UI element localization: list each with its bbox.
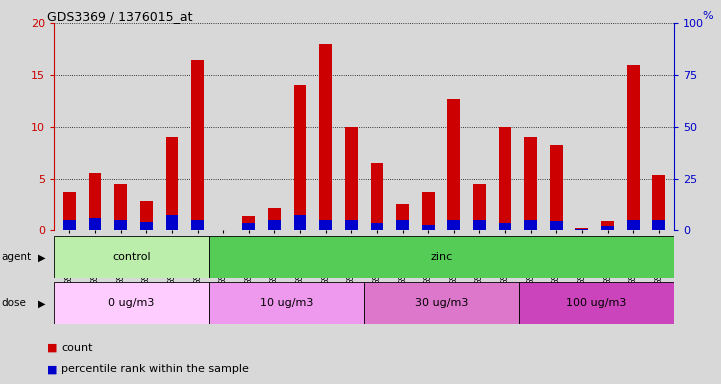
Text: 0 ug/m3: 0 ug/m3 (108, 298, 155, 308)
Text: ■: ■ (47, 343, 58, 353)
Bar (396, 220, 409, 230)
Bar (293, 215, 306, 230)
Bar (115, 184, 127, 230)
Bar (140, 222, 153, 230)
Bar (627, 220, 640, 230)
Bar (519, 282, 674, 324)
Text: 10 ug/m3: 10 ug/m3 (260, 298, 314, 308)
Bar (550, 146, 562, 230)
Text: %: % (702, 11, 712, 21)
Bar (524, 220, 537, 230)
Bar (601, 226, 614, 230)
Bar (447, 99, 460, 230)
Bar (63, 220, 76, 230)
Text: ■: ■ (47, 364, 58, 374)
Bar (601, 221, 614, 230)
Bar (268, 220, 281, 230)
Bar (396, 204, 409, 230)
Bar (115, 220, 127, 230)
Bar (499, 127, 511, 230)
Bar (422, 225, 435, 230)
Bar (575, 229, 588, 230)
Bar (140, 201, 153, 230)
Text: agent: agent (1, 252, 32, 262)
Text: ▶: ▶ (37, 252, 45, 262)
Bar (422, 192, 435, 230)
Bar (166, 215, 178, 230)
Bar (524, 137, 537, 230)
Bar (371, 163, 384, 230)
Bar (242, 223, 255, 230)
Bar (89, 174, 102, 230)
Bar (268, 208, 281, 230)
Text: dose: dose (1, 298, 27, 308)
Bar (209, 282, 364, 324)
Bar (550, 221, 562, 230)
Bar (293, 85, 306, 230)
Bar (166, 137, 178, 230)
Bar (447, 220, 460, 230)
Bar (191, 220, 204, 230)
Text: GDS3369 / 1376015_at: GDS3369 / 1376015_at (47, 10, 193, 23)
Bar (371, 223, 384, 230)
Bar (473, 220, 486, 230)
Bar (473, 184, 486, 230)
Bar (191, 60, 204, 230)
Text: percentile rank within the sample: percentile rank within the sample (61, 364, 249, 374)
Bar (345, 127, 358, 230)
Bar (54, 236, 209, 278)
Bar (627, 65, 640, 230)
Bar (653, 220, 665, 230)
Text: ▶: ▶ (37, 298, 45, 308)
Bar (89, 218, 102, 230)
Text: 30 ug/m3: 30 ug/m3 (415, 298, 469, 308)
Bar (209, 236, 674, 278)
Bar (653, 175, 665, 230)
Bar (319, 44, 332, 230)
Bar (499, 223, 511, 230)
Text: 100 ug/m3: 100 ug/m3 (567, 298, 627, 308)
Bar (575, 228, 588, 230)
Bar (242, 216, 255, 230)
Text: zinc: zinc (430, 252, 453, 262)
Bar (345, 220, 358, 230)
Bar (364, 282, 519, 324)
Text: count: count (61, 343, 93, 353)
Text: control: control (112, 252, 151, 262)
Bar (319, 220, 332, 230)
Bar (63, 192, 76, 230)
Bar (54, 282, 209, 324)
